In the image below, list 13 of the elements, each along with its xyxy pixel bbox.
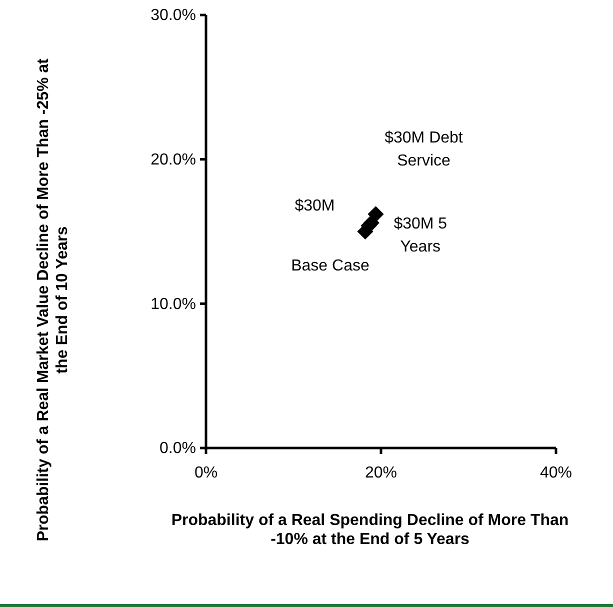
y-axis-title: Probability of a Real Market Value Decline of More Than -25% at the End of 10 Years <box>35 58 72 542</box>
annotation: Base Case <box>291 258 370 274</box>
annotation: $30M Debt Service <box>384 130 464 170</box>
annotation: $30M 5 Years <box>394 215 448 256</box>
annotation: $30M <box>294 198 335 215</box>
y-tick-label: 20.0% <box>150 151 196 168</box>
x-axis-title: Probability of a Real Spending Decline of More Than -10% at the End of 5 Years <box>171 512 569 548</box>
y-tick-label: 10.0% <box>150 296 196 313</box>
y-tick-label: 30.0% <box>150 7 196 24</box>
x-tick-label: 20% <box>364 464 398 482</box>
y-tick-label: 0.0% <box>160 440 196 458</box>
x-tick-label: 40% <box>540 464 572 482</box>
x-tick-label: 0% <box>194 464 218 482</box>
